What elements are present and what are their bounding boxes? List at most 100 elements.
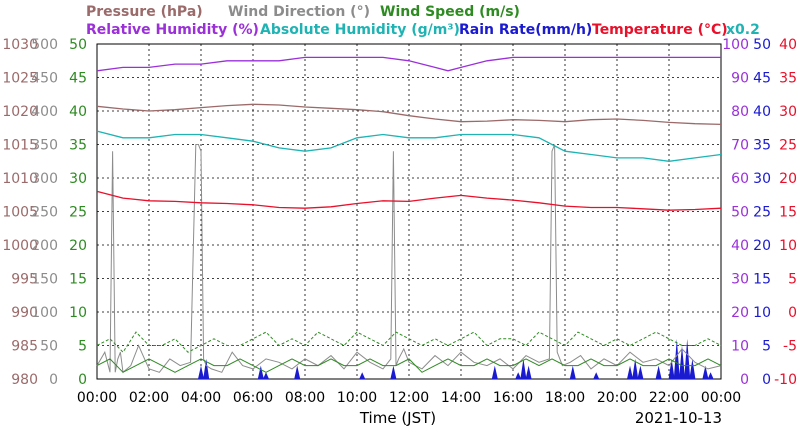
rain-rate-mark [707,372,714,379]
wind-direction-tick: 250 [31,205,58,221]
rain-rate-mark [679,345,685,379]
temperature-tick: 5 [788,272,797,288]
rain-rate-mark [569,365,576,379]
temperature-tick: 30 [779,104,797,120]
rain-rate-tick: 10 [753,305,771,321]
rain-rate-mark [627,365,633,379]
temperature-tick: 0 [788,305,797,321]
humidity-tick: 20 [731,305,749,321]
date-label: 2021-10-13 [635,409,722,427]
x-tick: 10:00 [337,390,377,406]
humidity-tick: 90 [731,71,749,87]
rain-rate-mark [263,372,269,379]
wind-direction-tick: 300 [31,171,58,187]
temperature-tick: 35 [779,71,797,87]
chart-legend: Pressure (hPa) Wind Direction (°) Wind Spe… [86,4,760,38]
wind-direction-tick: 450 [31,71,58,87]
x-tick: 08:00 [285,390,325,406]
grid-lines [97,44,721,379]
rain-rate-mark [359,372,366,379]
x-tick: 00:00 [77,390,117,406]
rain-rate-mark [637,365,644,379]
temperature-tick: 40 [779,37,797,53]
wind-speed-tick: 45 [69,71,87,87]
pressure-tick: 1020 [2,104,38,120]
pressure-tick: 995 [11,272,38,288]
humidity-tick: 100 [722,37,749,53]
rain-rate-mark [668,358,675,379]
rain-rate-tick: 40 [753,104,771,120]
rain-rate-mark [525,365,532,379]
wind-direction-tick: 150 [31,272,58,288]
absolute-humidity-line [96,130,722,162]
wind-speed-tick: 30 [69,171,87,187]
legend-entry: Wind Speed (m/s) [380,4,520,20]
pressure-tick: 985 [11,339,38,355]
wind-direction-tick: 500 [31,37,58,53]
humidity-tick: 50 [731,205,749,221]
temperature-tick: 10 [779,238,797,254]
x-axis-label: Time (JST) [359,409,436,427]
rain-rate-mark [684,338,691,379]
wind-direction-line [96,144,722,374]
pressure-tick: 1010 [2,171,38,187]
wind-speed-tick: 15 [69,272,87,288]
wind-direction-tick: 0 [49,372,58,388]
humidity-tick: 80 [731,104,749,120]
x-tick: 02:00 [129,390,169,406]
temperature-tick: 20 [779,171,797,187]
x-tick: 20:00 [597,390,637,406]
pressure-tick: 1025 [2,71,38,87]
temperature-line [96,190,722,211]
rain-rate-mark [593,372,600,379]
legend-entry: Relative Humidity (%) [86,22,259,38]
x-tick: 12:00 [389,390,429,406]
rain-rate-tick: 15 [753,272,771,288]
rain-rate-mark [655,365,662,379]
rain-rate-mark [673,338,680,379]
rain-rate-tick: 5 [762,339,771,355]
rain-rate-tick: 20 [753,238,771,254]
wind-speed-tick: 10 [69,305,87,321]
axis-labels: 9809859909951000100510101015102010251030… [2,37,797,406]
pressure-tick: 990 [11,305,38,321]
humidity-tick: 70 [731,138,749,154]
legend-entry: Rain Rate(mm/h) [459,22,592,38]
humidity-tick: 30 [731,272,749,288]
rain-rate-mark [491,365,498,379]
legend-entry: x0.2 [726,22,760,38]
rain-rate-tick: 45 [753,71,771,87]
wind-speed-tick: 0 [78,372,87,388]
wind-speed-line [96,358,722,373]
pressure-tick: 1000 [2,238,38,254]
rain-rate-mark [702,365,709,379]
wind-direction-tick: 350 [31,138,58,154]
rain-rate-mark [632,358,639,379]
wind-direction-tick: 400 [31,104,58,120]
wind-speed-tick: 50 [69,37,87,53]
temperature-tick: -10 [774,372,797,388]
legend-entry: Absolute Humidity (g/m³) [260,22,460,38]
rain-rate-tick: 25 [753,205,771,221]
wind-direction-tick: 200 [31,238,58,254]
humidity-tick: 40 [731,238,749,254]
pressure-tick: 1005 [2,205,38,221]
rain-rate-mark [390,365,397,379]
wind-speed-tick: 5 [78,339,87,355]
wind-speed-tick: 40 [69,104,87,120]
relative-humidity-line [96,56,721,72]
rain-rate-tick: 30 [753,171,771,187]
rain-rate-mark [520,358,527,379]
legend-entry: Temperature (°C) [592,22,728,38]
rain-rate-mark [294,365,301,379]
rain-rate-mark [203,358,210,379]
temperature-tick: 25 [779,138,797,154]
humidity-tick: 60 [731,171,749,187]
temperature-tick: 15 [779,205,797,221]
rain-rate-mark [689,358,696,379]
rain-rate-mark [257,365,264,379]
wind-gust-line [96,331,722,353]
x-tick: 18:00 [545,390,585,406]
legend-entry: Wind Direction (°) [228,4,370,20]
